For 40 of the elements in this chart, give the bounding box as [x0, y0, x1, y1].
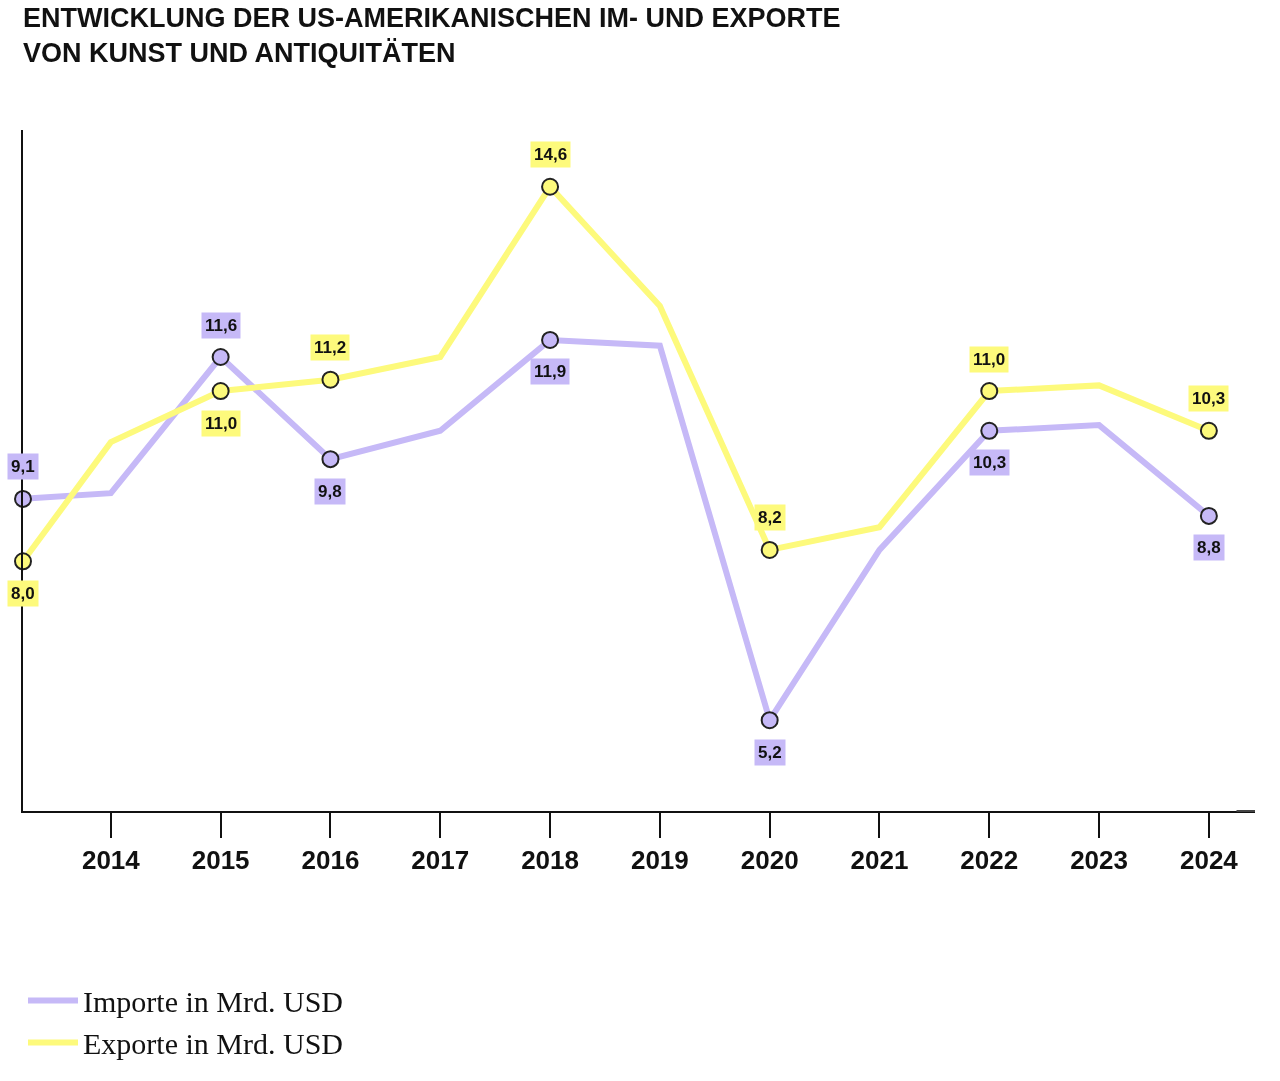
x-tick-label: 2015: [191, 845, 250, 876]
x-tick-label: 2024: [1179, 845, 1239, 876]
data-label: 11,0: [205, 414, 238, 433]
legend-label: Exporte in Mrd. USD: [83, 1027, 343, 1061]
x-tick-label: 2018: [521, 845, 579, 876]
data-label: 11,6: [205, 316, 238, 335]
x-tick-label: 2020: [740, 845, 799, 876]
x-tick-label: 2014: [81, 845, 141, 876]
data-label: 8,8: [1197, 538, 1221, 557]
data-label: 11,0: [973, 350, 1006, 369]
point: [980, 421, 999, 440]
point: [321, 370, 340, 389]
point: [211, 382, 230, 401]
data-label: 8,0: [11, 584, 35, 603]
point: [541, 177, 560, 196]
data-label: 11,9: [534, 362, 567, 381]
x-tick-label: 2016: [301, 845, 360, 876]
point: [760, 711, 779, 730]
data-label: 9,8: [318, 482, 342, 501]
legend-label: Importe in Mrd. USD: [83, 985, 343, 1019]
chart-title: ENTWICKLUNG DER US-AMERIKANISCHEN IM- UND EXPORTE VON KUNST UND ANTIQUITÄTEN: [23, 3, 841, 69]
point: [1199, 421, 1218, 440]
x-tick-label: 2023: [1070, 845, 1128, 876]
x-tick-label: 2019: [630, 845, 689, 876]
point: [211, 348, 230, 366]
x-tick-label: 2017: [411, 845, 470, 876]
point: [1199, 506, 1218, 525]
data-label: 9,1: [11, 457, 35, 476]
data-label: 8,2: [758, 508, 782, 527]
data-label: 5,2: [758, 743, 782, 762]
data-label: 14,6: [534, 145, 568, 164]
data-label: 11,2: [314, 338, 347, 357]
x-tick-label: 2021: [850, 845, 909, 876]
point: [541, 330, 560, 349]
data-label: 10,3: [973, 453, 1007, 472]
point: [321, 450, 340, 469]
data-label: 10,3: [1192, 389, 1226, 408]
x-tick-label: 2022: [960, 845, 1019, 876]
point: [760, 540, 779, 559]
point: [980, 382, 999, 401]
